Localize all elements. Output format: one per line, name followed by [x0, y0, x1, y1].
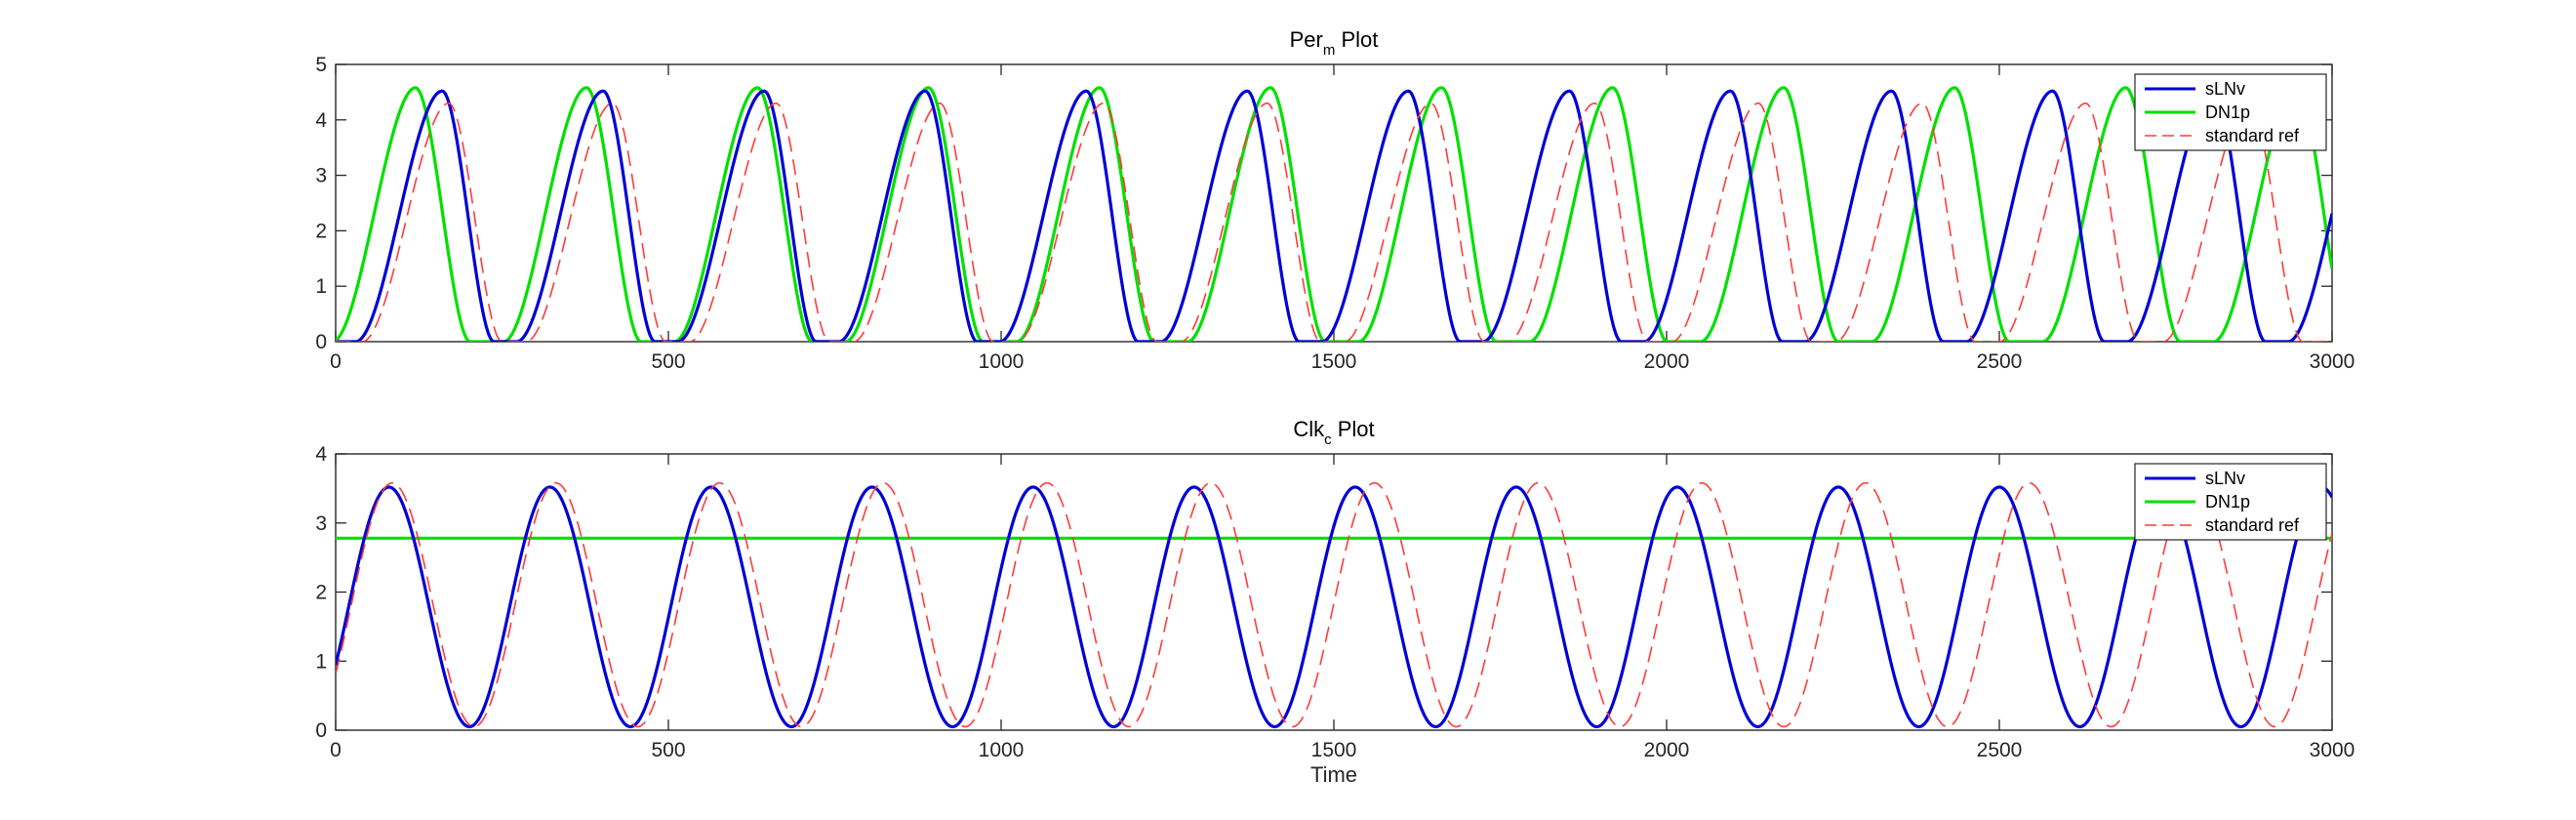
per-m-x-tick-label: 0: [330, 350, 342, 373]
clk-c-x-tick-label: 2000: [1644, 739, 1690, 761]
per-m-y-tick-label: 4: [315, 109, 327, 132]
per-m-x-tick-label: 1500: [1311, 350, 1357, 373]
per-m-legend-label-standard-ref: standard ref: [2205, 126, 2300, 145]
per-m-series-dn1p: [336, 86, 2332, 342]
clk-c-x-tick-label: 500: [651, 739, 685, 761]
clk-c-y-tick-label: 3: [315, 512, 327, 535]
clk-c-axes: [335, 453, 2333, 731]
per-m-x-tick-label: 1000: [979, 350, 1025, 373]
clk-c-legend-label-slnv: sLNv: [2205, 469, 2245, 488]
clk-c-x-tick-label: 1000: [979, 739, 1025, 761]
per-m-x-tick-label: 2000: [1644, 350, 1690, 373]
clk-c-plot-panel: 0 500 1000 1500 2000 2500 3000 0 1 2 3 4 Clkc Plot Ti…: [315, 417, 2355, 787]
clk-c-y-tick-label: 0: [315, 719, 327, 742]
clk-c-x-axis-label: Time: [1310, 762, 1357, 787]
clk-c-legend-label-dn1p: DN1p: [2205, 492, 2250, 512]
clk-c-plot-title: Clkc Plot: [1293, 417, 1374, 448]
clk-c-legend-label-standard-ref: standard ref: [2205, 515, 2300, 535]
per-m-title-main: Per: [1290, 27, 1323, 52]
per-m-title-subscript: m: [1323, 42, 1336, 59]
clk-c-y-tick-label: 1: [315, 650, 327, 673]
clk-c-series-standard-ref: [336, 481, 2332, 728]
per-m-plot-title: Perm Plot: [1290, 27, 1379, 59]
clk-c-x-tick-label: 2500: [1977, 739, 2023, 761]
clk-c-y-tick-label: 4: [315, 443, 327, 466]
per-m-series-slnv: [336, 89, 2332, 342]
per-m-legend: sLNv DN1p standard ref: [2134, 73, 2327, 151]
per-m-axes: [335, 63, 2333, 343]
clk-c-title-subscript: c: [1324, 431, 1332, 448]
per-m-plot-panel: 0 500 1000 1500 2000 2500 3000 0 1 2 3 4 5 Perm Plot s…: [315, 27, 2355, 373]
clk-c-x-tick-label: 0: [330, 739, 342, 761]
clk-c-y-tick-label: 2: [315, 582, 327, 604]
per-m-y-tick-label: 2: [315, 220, 327, 242]
clk-c-series-slnv: [336, 485, 2332, 729]
per-m-x-tick-label: 3000: [2310, 350, 2355, 373]
clk-c-title-main: Clk: [1293, 417, 1325, 441]
clk-c-title-suffix: Plot: [1332, 417, 1375, 441]
per-m-legend-label-slnv: sLNv: [2205, 79, 2245, 99]
clk-c-x-tick-label: 1500: [1311, 739, 1357, 761]
per-m-legend-label-dn1p: DN1p: [2205, 102, 2250, 122]
per-m-y-tick-label: 1: [315, 275, 327, 298]
per-m-x-tick-label: 2500: [1977, 350, 2023, 373]
per-m-title-suffix: Plot: [1335, 27, 1378, 52]
per-m-y-tick-label: 3: [315, 165, 327, 187]
per-m-x-tick-label: 500: [651, 350, 685, 373]
clk-c-x-tick-label: 3000: [2310, 739, 2355, 761]
clk-c-legend: sLNv DN1p standard ref: [2134, 463, 2327, 541]
per-m-y-tick-label: 0: [315, 331, 327, 353]
per-m-y-tick-label: 5: [315, 54, 327, 76]
